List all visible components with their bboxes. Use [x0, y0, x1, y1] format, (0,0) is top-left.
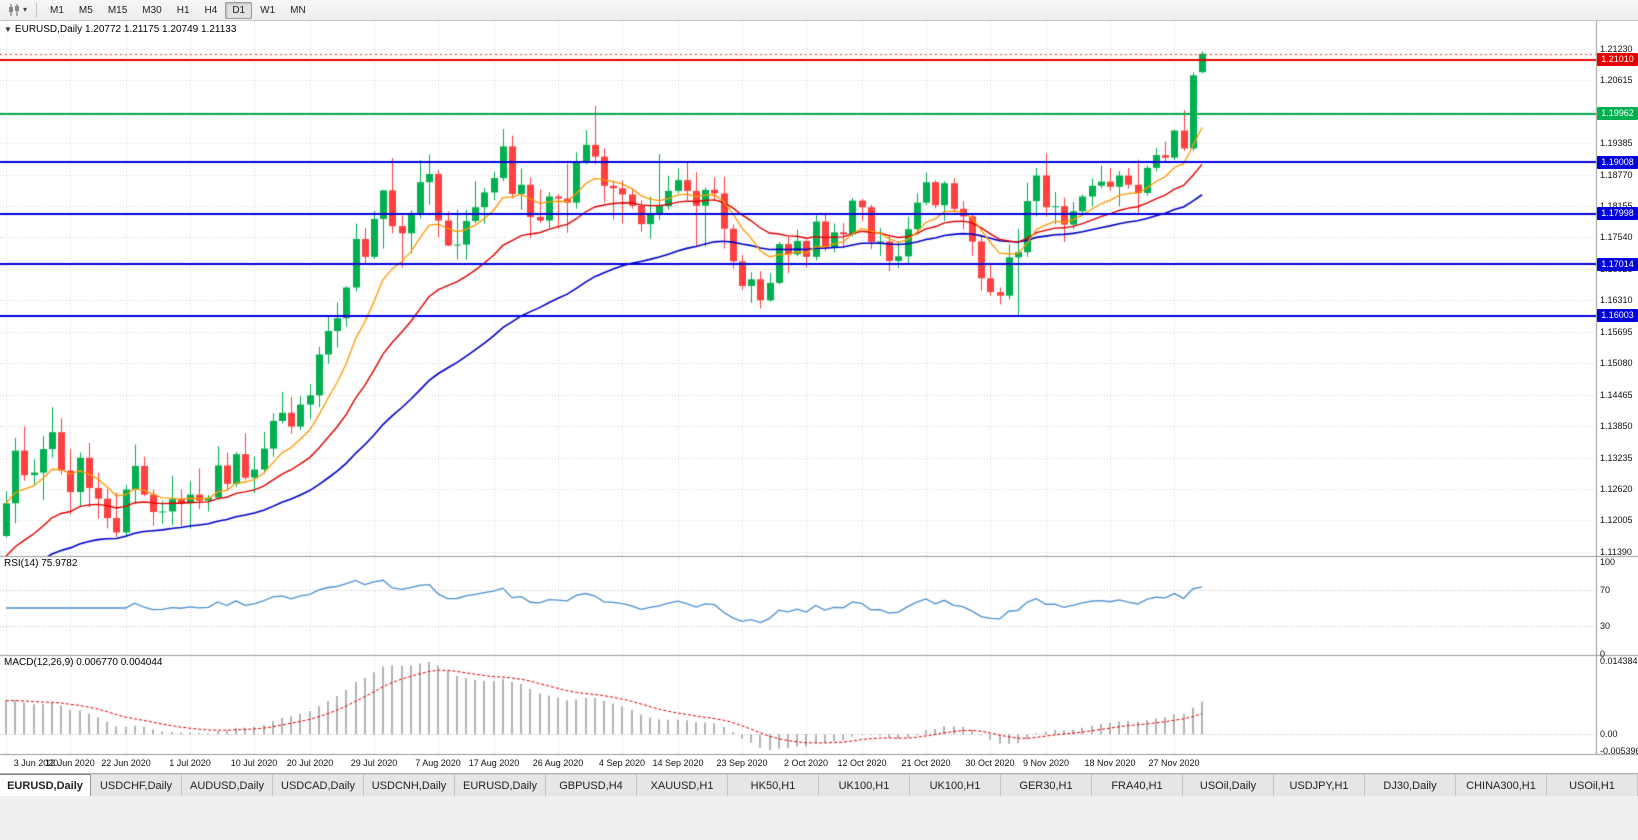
rsi-axis-tick: 30	[1600, 621, 1611, 632]
price-level-badge: 1.21010	[1597, 53, 1638, 67]
macd-indicator-name: MACD(12,26,9)	[4, 657, 74, 668]
date-axis-label: 2 Oct 2020	[783, 758, 829, 768]
price-axis-tick: 1.16310	[1600, 295, 1633, 306]
macd-current-values: 0.006770 0.004044	[76, 657, 163, 668]
tab-fra40-h1[interactable]: FRA40,H1	[1092, 774, 1183, 796]
date-axis-label: 23 Sep 2020	[716, 758, 768, 768]
tab-audusd-daily[interactable]: AUDUSD,Daily	[182, 774, 273, 796]
rsi-axis-tick: 100	[1600, 557, 1616, 567]
tab-hk50-h1[interactable]: HK50,H1	[728, 774, 819, 796]
tab-usdcad-daily[interactable]: USDCAD,Daily	[273, 774, 364, 796]
chevron-down-icon: ▾	[23, 5, 28, 14]
date-axis-label: 12 Jun 2020	[45, 758, 95, 768]
date-axis-label: 20 Jul 2020	[286, 758, 334, 768]
tab-usdjpy-h1[interactable]: USDJPY,H1	[1274, 774, 1365, 796]
chart-ohlc-readout: ▼ EURUSD,Daily 1.20772 1.21175 1.20749 1.…	[4, 24, 236, 35]
rsi-current-value: 75.9782	[41, 558, 78, 569]
date-axis-label: 3 Jun 2020	[13, 758, 59, 768]
date-axis-label: 26 Aug 2020	[532, 758, 584, 768]
tab-usoil-h1[interactable]: USOil,H1	[1547, 774, 1638, 796]
timeframe-buttons: M1 M5 M15 M30 H1 H4 D1 W1 MN	[43, 1, 313, 19]
date-axis-label: 22 Jun 2020	[101, 758, 151, 768]
timeframe-button-d1[interactable]: D1	[225, 1, 253, 19]
chart-menu-button[interactable]: ▾	[5, 4, 30, 16]
date-axis-label: 12 Oct 2020	[837, 758, 887, 768]
date-axis-label: 18 Nov 2020	[1084, 758, 1136, 768]
date-axis-label: 7 Aug 2020	[415, 758, 461, 768]
rsi-indicator-name: RSI(14)	[4, 558, 39, 569]
timeframe-button-h4[interactable]: H4	[198, 2, 225, 19]
price-chart-canvas[interactable]	[0, 21, 1638, 773]
timeframe-button-m30[interactable]: M30	[135, 2, 168, 19]
tab-china300-h1[interactable]: CHINA300,H1	[1456, 774, 1547, 796]
price-axis-tick: 1.21230	[1600, 43, 1633, 54]
tab-uk100-h1[interactable]: UK100,H1	[819, 774, 910, 796]
price-axis-tick: 1.18155	[1600, 200, 1633, 211]
price-level-badge: 1.16003	[1597, 309, 1638, 323]
tab-eurusd-daily[interactable]: EURUSD,Daily	[455, 774, 546, 796]
macd-axis-tick: 0.014384	[1600, 656, 1638, 666]
date-axis-label: 17 Aug 2020	[468, 758, 520, 768]
tab-ger30-h1[interactable]: GER30,H1	[1001, 774, 1092, 796]
chart-symbol-period: EURUSD,Daily	[14, 24, 83, 35]
chart-tab-bar: EURUSD,Daily USDCHF,Daily AUDUSD,Daily USDC…	[0, 773, 1638, 796]
tab-usdcnh-daily[interactable]: USDCNH,Daily	[364, 774, 455, 796]
chart-region: ▼ EURUSD,Daily 1.20772 1.21175 1.20749 1.…	[0, 21, 1638, 773]
date-axis-label: 29 Jul 2020	[350, 758, 398, 768]
date-axis-label: 10 Jul 2020	[230, 758, 278, 768]
toolbar-separator	[36, 3, 38, 17]
price-axis-tick: 1.13850	[1600, 421, 1633, 432]
date-axis-label: 27 Nov 2020	[1148, 758, 1200, 768]
top-toolbar: ▾ M1 M5 M15 M30 H1 H4 D1 W1 MN	[0, 0, 1638, 21]
price-level-badge: 1.17014	[1597, 257, 1638, 271]
macd-label: MACD(12,26,9) 0.006770 0.004044	[4, 657, 162, 668]
date-axis-label: 4 Sep 2020	[598, 758, 646, 768]
timeframe-button-m1[interactable]: M1	[43, 2, 71, 19]
price-axis-tick: 1.13235	[1600, 452, 1633, 463]
timeframe-button-m15[interactable]: M15	[101, 2, 134, 19]
timeframe-button-mn[interactable]: MN	[283, 2, 313, 19]
timeframe-button-h1[interactable]: H1	[170, 2, 197, 19]
collapse-triangle-icon[interactable]: ▼	[4, 25, 12, 34]
date-axis-label: 30 Oct 2020	[965, 758, 1015, 768]
macd-axis-tick: 0.00	[1600, 729, 1618, 740]
tab-gbpusd-h4[interactable]: GBPUSD,H4	[546, 774, 637, 796]
tab-usdchf-daily[interactable]: USDCHF,Daily	[91, 774, 182, 796]
chart-ohlc-values: 1.20772 1.21175 1.20749 1.21133	[84, 24, 237, 35]
price-level-badge: 1.19008	[1597, 155, 1638, 169]
timeframe-button-m5[interactable]: M5	[72, 2, 100, 19]
price-level-badge: 1.19962	[1597, 107, 1638, 121]
macd-axis-tick: -0.005396	[1600, 746, 1638, 756]
timeframe-button-w1[interactable]: W1	[253, 2, 282, 19]
date-axis-label: 21 Oct 2020	[901, 758, 951, 768]
candlestick-chart-icon	[9, 4, 19, 16]
tab-eurusd-daily[interactable]: EURUSD,Daily	[0, 774, 91, 796]
price-axis-tick: 1.17540	[1600, 232, 1633, 243]
rsi-label: RSI(14) 75.9782	[4, 558, 77, 569]
price-axis-tick: 1.15695	[1600, 326, 1633, 337]
price-axis-tick: 1.14465	[1600, 389, 1633, 400]
tab-xauusd-h1[interactable]: XAUUSD,H1	[637, 774, 728, 796]
rsi-axis-tick: 70	[1600, 584, 1611, 595]
price-axis-tick: 1.20615	[1600, 75, 1633, 86]
date-axis-label: 1 Jul 2020	[169, 758, 211, 768]
tab-dj30-daily[interactable]: DJ30,Daily	[1365, 774, 1456, 796]
price-axis-tick: 1.15080	[1600, 358, 1633, 369]
status-bar	[0, 796, 1638, 840]
rsi-axis-tick: 0	[1600, 649, 1606, 659]
price-axis-tick: 1.18770	[1600, 169, 1633, 180]
price-axis-tick: 1.12005	[1600, 515, 1633, 526]
tab-uk100-h1[interactable]: UK100,H1	[910, 774, 1001, 796]
price-axis-tick: 1.19385	[1600, 138, 1633, 149]
price-axis-tick: 1.11390	[1600, 546, 1632, 557]
date-axis-label: 14 Sep 2020	[652, 758, 704, 768]
price-level-badge: 1.17998	[1597, 207, 1638, 221]
tab-usoil-daily[interactable]: USOil,Daily	[1183, 774, 1274, 796]
price-axis-tick: 1.12620	[1600, 483, 1633, 494]
date-axis-label: 9 Nov 2020	[1022, 758, 1070, 768]
